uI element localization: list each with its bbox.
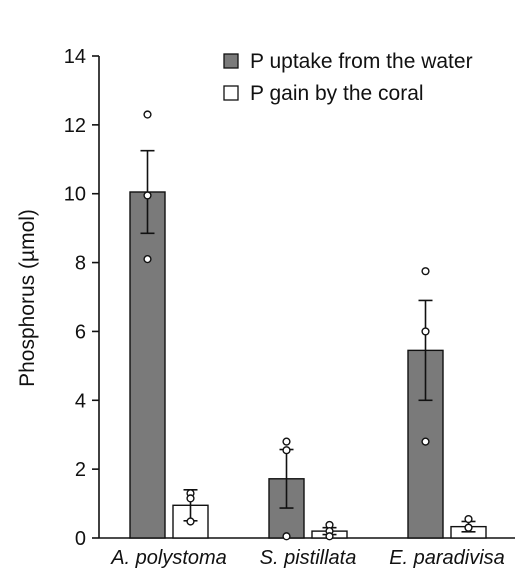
legend: P uptake from the water P gain by the co…	[223, 50, 473, 105]
data-point	[325, 532, 334, 541]
legend-label-uptake: P uptake from the water	[250, 50, 473, 73]
data-point	[143, 255, 152, 264]
data-point	[282, 532, 291, 541]
data-point	[143, 191, 152, 200]
y-tick-label: 2	[75, 459, 86, 481]
y-tick-label: 10	[64, 184, 86, 206]
y-tick-label: 6	[75, 321, 86, 343]
y-axis-title: Phosphorus (µmol)	[16, 209, 39, 387]
y-tick-label: 4	[75, 390, 86, 412]
data-points-layer	[143, 110, 473, 541]
data-point	[186, 494, 195, 503]
y-tick-label: 14	[64, 46, 86, 68]
y-tick-label: 0	[75, 528, 86, 550]
x-category-label: A. polystoma	[110, 547, 227, 569]
data-point	[186, 517, 195, 526]
legend-swatch-gain	[223, 85, 239, 101]
x-category-label: S. pistillata	[260, 547, 357, 569]
data-point	[464, 523, 473, 532]
x-category-label: E. paradivisa	[389, 547, 505, 569]
y-tick-label: 12	[64, 115, 86, 137]
data-point	[282, 437, 291, 446]
data-point	[421, 437, 430, 446]
data-point	[421, 267, 430, 276]
data-point	[464, 514, 473, 524]
legend-label-gain: P gain by the coral	[250, 82, 424, 105]
category-labels: A. polystoma S. pistillata E. paradivisa	[110, 547, 505, 569]
data-point	[282, 446, 291, 455]
bars-layer	[129, 149, 487, 539]
legend-swatch-uptake	[223, 53, 239, 69]
data-point	[143, 110, 152, 119]
y-ticks: 0 2 4 6 8 10 12 14	[64, 46, 99, 550]
bar-uptake-1	[129, 191, 166, 539]
y-tick-label: 8	[75, 253, 86, 275]
data-point	[421, 327, 430, 336]
axes-layer	[98, 56, 515, 539]
